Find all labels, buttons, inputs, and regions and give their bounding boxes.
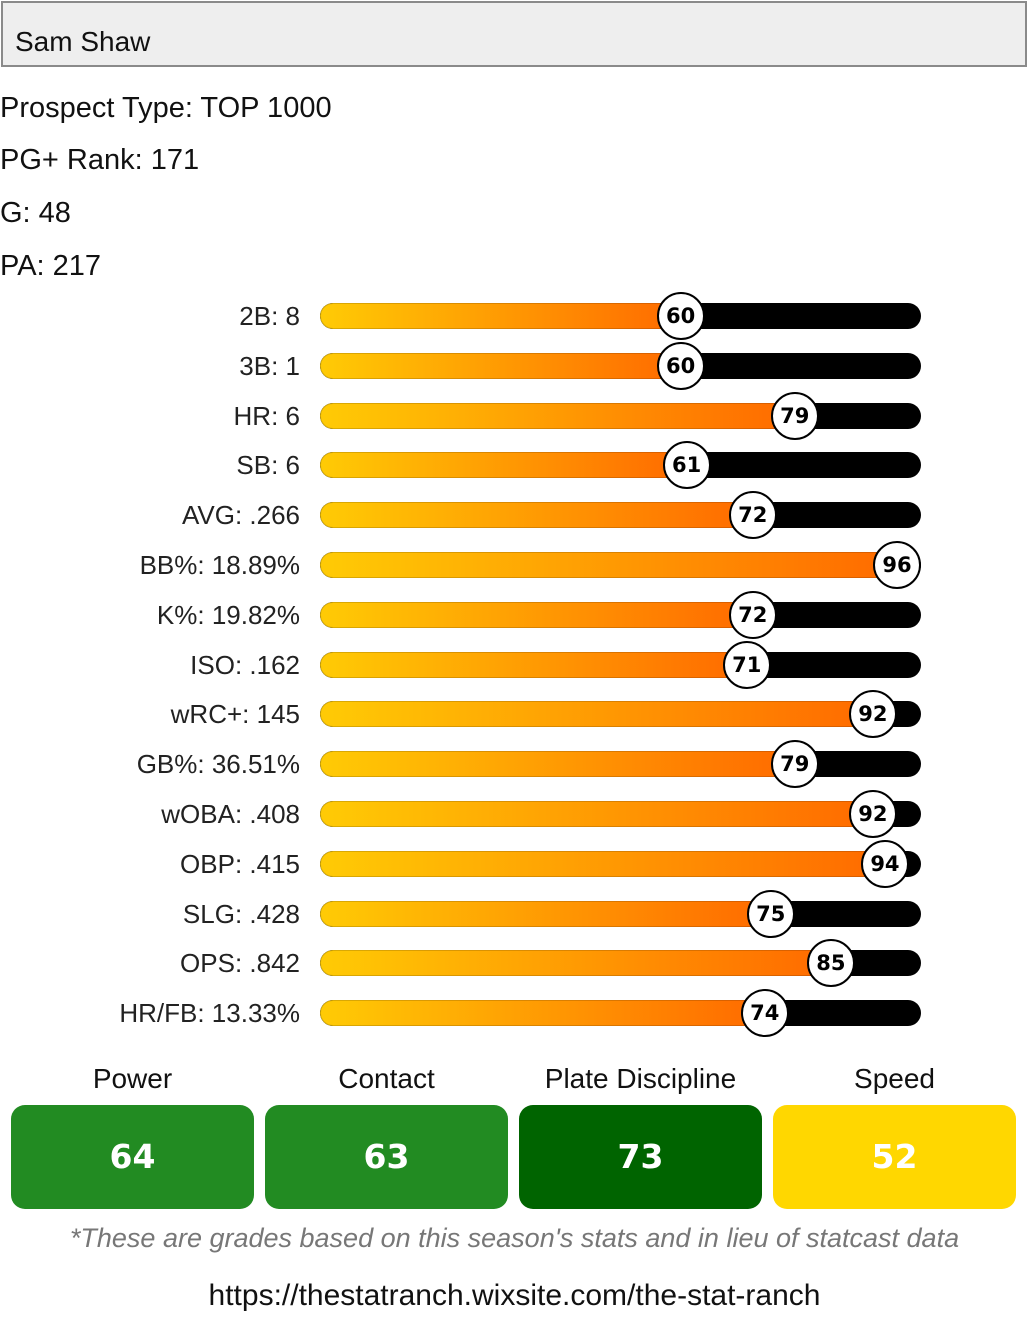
stat-bar-track bbox=[320, 651, 921, 678]
stat-bar-track bbox=[320, 502, 921, 529]
stat-label: SLG: .428 bbox=[182, 898, 300, 929]
stat-label: HR: 6 bbox=[233, 400, 300, 431]
stat-percentile-badge: 72 bbox=[728, 491, 777, 540]
stat-row: OBP: .415 94 bbox=[0, 839, 1029, 897]
stat-label: K%: 19.82% bbox=[156, 599, 300, 630]
stat-bar-fill bbox=[320, 801, 873, 827]
stat-label: GB%: 36.51% bbox=[136, 749, 300, 780]
stat-row: wOBA: .408 92 bbox=[0, 790, 1029, 847]
stat-label: HR/FB: 13.33% bbox=[119, 998, 300, 1029]
stat-percentile-badge: 60 bbox=[656, 292, 705, 340]
stat-percentile-badge: 96 bbox=[872, 541, 921, 589]
stat-label: SB: 6 bbox=[236, 450, 300, 481]
stat-percentile-badge: 92 bbox=[848, 790, 897, 838]
pg-rank: PG+ Rank: 171 bbox=[0, 144, 200, 176]
stat-row: OPS: .842 85 bbox=[0, 939, 1029, 996]
games-played: G: 48 bbox=[0, 197, 71, 229]
grade-label: Contact bbox=[338, 1063, 435, 1094]
player-name-header: Sam Shaw bbox=[1, 1, 1027, 67]
stat-bar-fill bbox=[320, 552, 897, 578]
stat-bar-fill bbox=[320, 352, 681, 379]
stat-percentile-badge: 85 bbox=[806, 939, 855, 988]
stat-row: HR: 6 79 bbox=[0, 391, 1029, 449]
stat-percentile-badge: 75 bbox=[746, 889, 795, 938]
grade-label: Plate Discipline bbox=[544, 1063, 737, 1094]
stat-percentile-badge: 60 bbox=[656, 341, 705, 390]
stat-bar-track bbox=[320, 1000, 921, 1027]
grade-label: Power bbox=[92, 1063, 173, 1094]
stat-percentile-badge: 94 bbox=[860, 839, 909, 888]
stat-bar-track bbox=[320, 751, 921, 778]
grade-value-box: 63 bbox=[265, 1105, 508, 1209]
stat-bar-fill bbox=[320, 900, 771, 927]
stat-label: 2B: 8 bbox=[239, 301, 300, 331]
stat-label: AVG: .266 bbox=[181, 500, 300, 531]
stat-label: 3B: 1 bbox=[239, 350, 300, 381]
stat-label: OPS: .842 bbox=[180, 948, 300, 979]
stat-bar-track bbox=[320, 900, 921, 927]
stat-bar-track bbox=[320, 452, 921, 479]
stat-bar-fill bbox=[320, 850, 885, 877]
prospect-type: Prospect Type: TOP 1000 bbox=[0, 92, 332, 124]
stat-percentile-badge: 72 bbox=[728, 590, 777, 639]
stat-row: GB%: 36.51% 79 bbox=[0, 740, 1029, 797]
stat-bar-fill bbox=[320, 701, 873, 728]
stat-bar-fill bbox=[320, 1000, 765, 1027]
stat-bar-track bbox=[320, 850, 921, 877]
stat-row: 2B: 8 60 bbox=[0, 292, 1029, 349]
stat-label: wOBA: .408 bbox=[161, 799, 300, 829]
stat-row: 3B: 1 60 bbox=[0, 341, 1029, 399]
grade-label: Speed bbox=[854, 1063, 935, 1094]
grades-footnote: *These are grades based on this season's… bbox=[69, 1223, 960, 1253]
stat-percentile-badge: 79 bbox=[770, 740, 819, 789]
stat-row: K%: 19.82% 72 bbox=[0, 590, 1029, 648]
stat-row: wRC+: 145 92 bbox=[0, 690, 1029, 747]
stat-row: BB%: 18.89% 96 bbox=[0, 541, 1029, 598]
stat-bar-track bbox=[320, 701, 921, 728]
stat-row: SLG: .428 75 bbox=[0, 889, 1029, 947]
stat-label: wRC+: 145 bbox=[170, 699, 300, 730]
stat-bar-fill bbox=[320, 303, 681, 329]
stat-bar-track bbox=[320, 601, 921, 628]
stat-bar-fill bbox=[320, 651, 747, 678]
stat-percentile-badge: 61 bbox=[662, 441, 711, 490]
stat-percentile-badge: 79 bbox=[770, 391, 819, 440]
grade-value-box: 64 bbox=[11, 1105, 254, 1209]
stat-bar-track bbox=[320, 801, 921, 827]
stat-bar-track bbox=[320, 303, 921, 329]
stat-bar-fill bbox=[320, 452, 687, 479]
plate-appearances: PA: 217 bbox=[0, 250, 102, 282]
stat-label: OBP: .415 bbox=[180, 848, 300, 879]
stat-bar-track bbox=[320, 552, 921, 578]
stat-row: HR/FB: 13.33% 74 bbox=[0, 989, 1029, 1046]
player-name: Sam Shaw bbox=[15, 26, 151, 57]
stat-percentile-badge: 92 bbox=[848, 690, 897, 739]
stat-bar-fill bbox=[320, 950, 831, 977]
stat-row: AVG: .266 72 bbox=[0, 491, 1029, 548]
stat-row: ISO: .162 71 bbox=[0, 640, 1029, 698]
stat-percentile-badge: 74 bbox=[740, 989, 789, 1038]
stat-bar-track bbox=[320, 402, 921, 429]
stat-bar-fill bbox=[320, 751, 795, 778]
stat-label: BB%: 18.89% bbox=[139, 550, 300, 580]
stat-bar-fill bbox=[320, 601, 753, 628]
stat-bar-track bbox=[320, 352, 921, 379]
stat-bar-fill bbox=[320, 502, 753, 529]
stat-percentile-badge: 71 bbox=[722, 640, 771, 689]
grade-value-box: 52 bbox=[773, 1105, 1016, 1209]
site-url: https://thestatranch.wixsite.com/the-sta… bbox=[208, 1279, 821, 1312]
grade-value-box: 73 bbox=[519, 1105, 762, 1209]
stat-label: ISO: .162 bbox=[190, 649, 300, 680]
stat-bar-fill bbox=[320, 402, 795, 429]
stat-row: SB: 6 61 bbox=[0, 441, 1029, 498]
